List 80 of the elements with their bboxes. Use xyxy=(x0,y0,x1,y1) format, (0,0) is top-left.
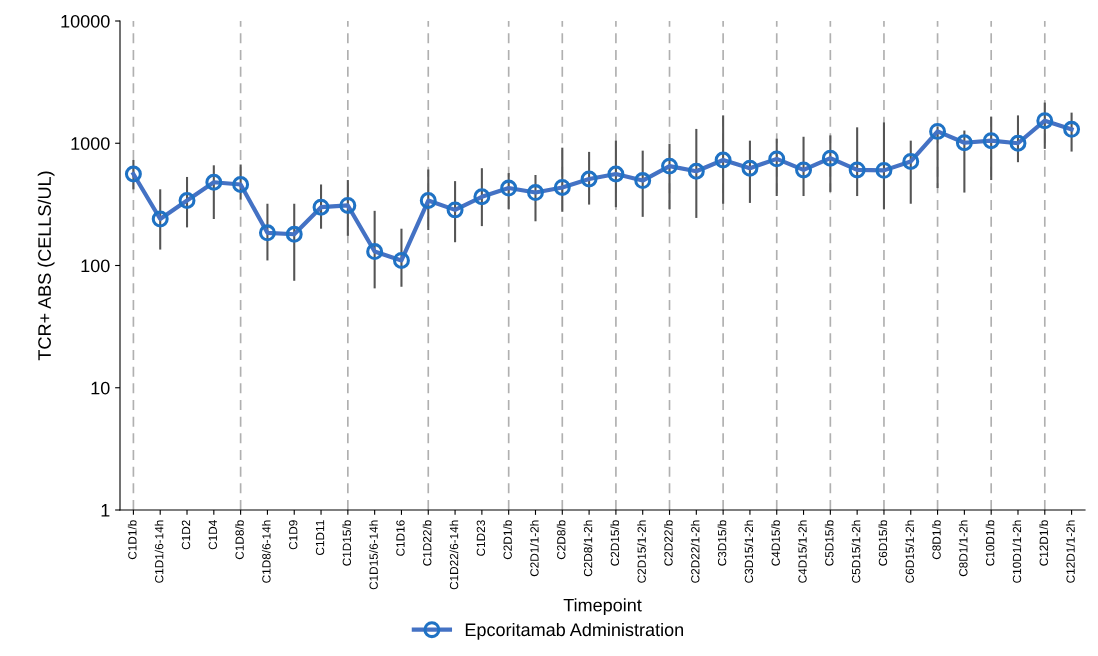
point xyxy=(446,201,464,219)
x-tick-label: C8D1/1-2h xyxy=(958,520,968,577)
point xyxy=(929,122,947,140)
x-tick-label: C8D1/b xyxy=(932,520,941,560)
point xyxy=(634,172,652,190)
point xyxy=(848,161,866,179)
y-tick-label: 10 xyxy=(91,381,110,395)
x-tick-label: C10D1/1-2h xyxy=(1012,520,1022,583)
point xyxy=(124,165,142,183)
x-tick-label: C2D8/1-2h xyxy=(583,520,593,577)
x-tick-label: C6D15/1-2h xyxy=(905,520,914,583)
x-tick-label: C1D1/b xyxy=(127,520,137,560)
y-tick-label: 1 xyxy=(101,504,110,517)
x-tick-label: C1D4 xyxy=(208,520,217,550)
point xyxy=(821,149,839,167)
point xyxy=(339,196,357,214)
legend-label: Epcoritamab Administration xyxy=(465,622,683,640)
point xyxy=(178,192,196,209)
point xyxy=(392,251,410,269)
y-tick-label: 1000 xyxy=(71,137,110,150)
x-tick-label: C2D8/b xyxy=(556,520,566,560)
point xyxy=(232,176,250,193)
x-tick-label: C1D15/b xyxy=(342,520,352,566)
x-tick-label: C3D15/1-2h xyxy=(744,520,754,583)
x-tick-label: C1D11 xyxy=(315,520,325,555)
point xyxy=(982,132,1000,150)
point xyxy=(580,170,598,188)
x-tick-label: C4D15/1-2h xyxy=(798,520,807,583)
x-tick-label: C4D15/b xyxy=(771,520,780,566)
x-tick-label: C1D23 xyxy=(476,520,486,556)
x-tick-label: C1D16 xyxy=(396,520,405,556)
point xyxy=(795,161,813,179)
point xyxy=(1063,120,1081,138)
x-tick-label: C2D15/1-2h xyxy=(637,520,646,583)
x-tick-label: C1D8/6-14h xyxy=(261,520,271,583)
point xyxy=(312,198,330,216)
point xyxy=(955,134,973,152)
point xyxy=(714,151,732,169)
point xyxy=(285,225,303,243)
x-tick-label: C12D1/b xyxy=(1039,520,1048,566)
x-tick-label: C1D9 xyxy=(289,520,298,550)
point xyxy=(258,224,276,242)
point xyxy=(768,150,786,168)
x-tick-label: C12D1/1-2h xyxy=(1066,520,1075,583)
x-tick-label: C1D8/b xyxy=(235,520,244,560)
point xyxy=(607,165,625,183)
point xyxy=(205,173,223,191)
point xyxy=(419,192,437,209)
point xyxy=(500,179,518,197)
x-tick-label: C2D15/b xyxy=(610,520,620,566)
x-tick-label: C5D15/b xyxy=(824,520,834,566)
point xyxy=(151,210,169,228)
y-tick-label: 100 xyxy=(81,259,110,273)
x-tick-label: C5D15/1-2h xyxy=(851,520,861,583)
x-tick-label: C1D22/6-14h xyxy=(449,520,459,590)
x-tick-label: C1D2 xyxy=(181,520,191,550)
y-tick-label: 10000 xyxy=(61,14,110,28)
point xyxy=(687,162,705,180)
point xyxy=(553,178,571,196)
point xyxy=(366,243,384,261)
x-axis-title: Timepoint xyxy=(563,598,642,616)
x-tick-label: C2D1/b xyxy=(503,520,512,560)
point xyxy=(902,152,920,170)
x-tick-label: C3D15/b xyxy=(717,520,727,566)
point xyxy=(473,188,491,206)
point xyxy=(741,159,759,177)
point xyxy=(875,161,893,179)
point xyxy=(1036,112,1054,130)
x-tick-label: C2D1/1-2h xyxy=(529,520,539,577)
x-tick-label: C1D1/6-14h xyxy=(154,520,164,583)
point xyxy=(527,184,544,202)
point xyxy=(661,157,678,175)
x-tick-label: C1D22/b xyxy=(422,520,432,566)
x-tick-label: C6D15/b xyxy=(878,520,888,566)
x-tick-label: C10D1/b xyxy=(985,520,995,566)
y-axis-title: TCR+ ABS (CELLS/UL) xyxy=(37,171,55,361)
x-tick-label: C2D22/b xyxy=(664,520,673,566)
point xyxy=(1009,134,1027,152)
x-tick-label: C2D22/1-2h xyxy=(690,520,700,583)
x-tick-label: C1D15/6-14h xyxy=(369,520,378,590)
